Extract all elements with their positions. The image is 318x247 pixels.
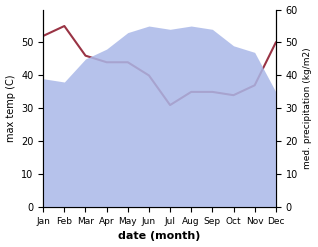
Y-axis label: med. precipitation (kg/m2): med. precipitation (kg/m2) — [303, 48, 313, 169]
Y-axis label: max temp (C): max temp (C) — [5, 75, 16, 142]
X-axis label: date (month): date (month) — [118, 231, 201, 242]
